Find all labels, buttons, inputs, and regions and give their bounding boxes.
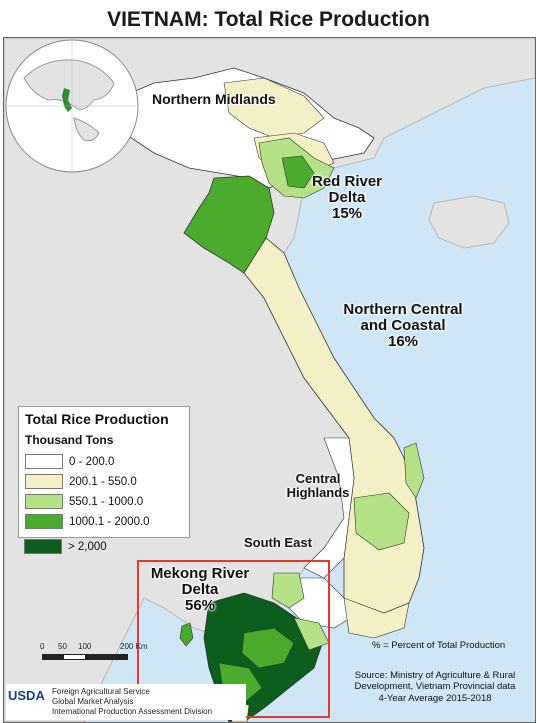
label-northern-central-coastal: Northern Central and Coastal 16% [328,302,478,349]
label-red-river-pct: 15% [331,204,363,222]
legend-swatch [25,494,63,510]
legend-label: > 2,000 [68,540,107,553]
credit-line1: Foreign Agricultural Service [52,687,150,696]
label-northern-midlands: Northern Midlands [152,91,276,107]
label-red-river-line1: Red River [311,173,383,190]
scale-tick: 0 [40,642,45,651]
scale-bar-graphic [42,654,128,660]
legend-row: 550.1 - 1000.0 [25,493,144,510]
globe-land-south [73,117,100,142]
legend-label: 0 - 200.0 [69,455,115,468]
usda-logo: USDA [8,688,45,703]
scale-bar: 0 50 100 200 Km [40,638,160,668]
label-mekong-line2: Delta [181,580,219,598]
credits: USDA Foreign Agricultural Service Global… [6,684,246,720]
label-red-river-delta: Red River Delta 15% [306,174,388,221]
map-frame [3,37,536,723]
south-east-cream [343,597,410,639]
scale-tick: 100 [78,642,92,651]
legend-row: 200.1 - 550.0 [25,473,137,490]
percent-note: % = Percent of Total Production [372,640,506,651]
red-river-delta-core [281,155,315,189]
legend-swatch [24,539,62,555]
hainan-island [428,195,510,249]
source-line3: 4-Year Average 2015-2018 [378,692,492,704]
legend-swatch [25,474,63,490]
label-mekong-pct: 56% [184,596,216,614]
south-east-green [271,572,305,609]
label-ncc-pct: 16% [387,332,419,350]
credit-line3: International Production Assessment Divi… [52,707,213,716]
legend-label: 1000.1 - 2000.0 [69,515,150,528]
label-red-river-line2: Delta [328,188,366,206]
label-ch-line1: Central [295,471,341,486]
legend-title: Total Rice Production [25,411,169,427]
legend-row: 1000.1 - 2000.0 [25,513,150,530]
credit-line2: Global Market Analysis [52,697,134,706]
label-south-east: South East [244,535,312,550]
label-ch-line2: Highlands [286,484,350,500]
inset-globe [5,39,139,173]
legend-swatch [25,454,63,470]
scale-tick: 200 Km [120,642,148,651]
legend-row: > 2,000 [24,538,107,555]
map-title: VIETNAM: Total Rice Production [107,8,430,31]
label-mekong-line1: Mekong River [150,565,250,582]
label-central-highlands: Central Highlands [282,472,354,499]
scale-tick: 50 [58,642,67,651]
label-ncc-line1: Northern Central [343,301,463,318]
legend-swatch [25,514,63,530]
source-line1: Source: Ministry of Agriculture & Rural [354,670,516,681]
source-line2: Development, Vietnam Provincial data [354,681,516,693]
coastal-green-province [403,442,425,499]
legend-subtitle: Thousand Tons [25,433,114,447]
label-ncc-line2: and Coastal [360,316,446,334]
source-note: Source: Ministry of Agriculture & Rural … [340,670,530,704]
phu-quoc-island [179,622,194,647]
northern-province-cream [223,77,325,139]
label-mekong-river-delta: Mekong River Delta 56% [140,566,260,613]
mekong-green-1 [241,627,295,669]
legend: Total Rice Production Thousand Tons 0 - … [18,406,190,538]
legend-label: 550.1 - 1000.0 [69,495,144,508]
central-highlands-green [353,492,410,551]
legend-row: 0 - 200.0 [25,453,115,470]
globe-land-north [23,59,115,110]
legend-label: 200.1 - 550.0 [69,475,137,488]
